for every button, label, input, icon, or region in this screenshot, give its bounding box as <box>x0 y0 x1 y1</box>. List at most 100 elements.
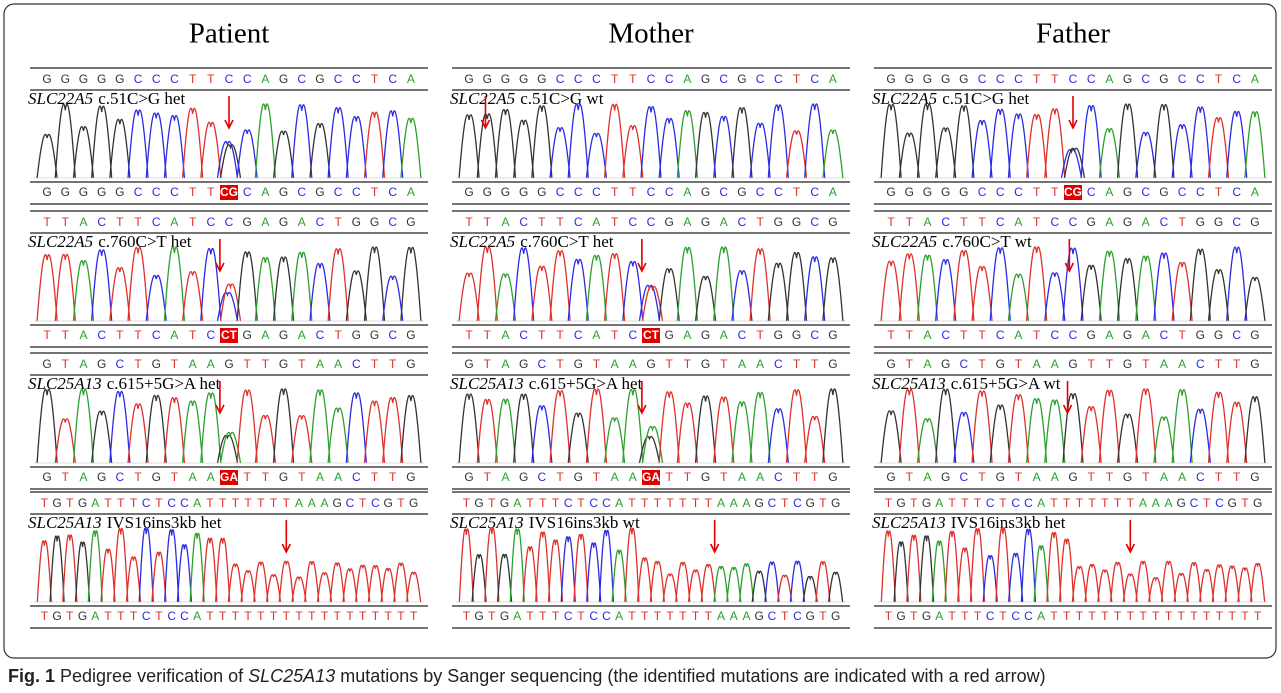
called-base: T <box>692 609 700 623</box>
called-base: T <box>1233 470 1241 484</box>
trace-peak <box>917 104 937 178</box>
reference-base: C <box>1069 215 1078 229</box>
trace-peak <box>714 397 734 463</box>
trace-peak <box>1034 546 1048 602</box>
called-base: G <box>501 185 510 199</box>
called-base: C <box>574 328 583 342</box>
reference-base: C <box>206 215 215 229</box>
trace-peak <box>532 406 552 463</box>
called-base: C <box>538 470 547 484</box>
called-base: G <box>474 609 483 623</box>
reference-base: C <box>738 215 747 229</box>
called-base: A <box>79 328 87 342</box>
reference-base: C <box>225 72 234 86</box>
called-base: A <box>1178 470 1186 484</box>
reference-base: G <box>1068 357 1077 371</box>
reference-base: A <box>207 357 215 371</box>
called-base: G <box>406 470 415 484</box>
called-base: T <box>334 328 342 342</box>
trace-peak <box>727 567 741 602</box>
trace-peak <box>328 108 348 178</box>
called-base: A <box>629 470 637 484</box>
trace-peak <box>894 542 908 602</box>
variant: IVS16ins3kb het <box>107 513 222 532</box>
called-base: G <box>61 185 70 199</box>
called-base: T <box>384 609 392 623</box>
called-base: G <box>1250 470 1259 484</box>
reference-base: T <box>116 215 124 229</box>
called-base: T <box>793 185 801 199</box>
called-base: C <box>941 328 950 342</box>
called-base: T <box>1241 609 1249 623</box>
called-base: T <box>666 609 674 623</box>
trace-peak <box>972 391 992 463</box>
trace-peak <box>803 576 817 602</box>
called-base: T <box>1203 609 1211 623</box>
trace-peak <box>381 568 395 602</box>
trace-peak <box>1154 105 1174 178</box>
reference-base: A <box>320 496 328 510</box>
called-base: C <box>1196 185 1205 199</box>
called-base: T <box>1178 328 1186 342</box>
called-base: T <box>611 328 619 342</box>
called-base: G <box>737 185 746 199</box>
called-base: T <box>552 609 560 623</box>
trace-peak <box>128 248 148 321</box>
variant-label: SLC25A13c.615+5G>A het <box>28 374 221 393</box>
trace-peak <box>472 555 486 602</box>
called-base: G <box>352 328 361 342</box>
called-base: G <box>1196 328 1205 342</box>
trace-peak <box>37 389 57 463</box>
trace-peak <box>917 419 937 463</box>
called-base: C <box>996 185 1005 199</box>
reference-base: T <box>793 357 801 371</box>
reference-base: A <box>261 72 269 86</box>
reference-base: T <box>679 496 687 510</box>
reference-base: A <box>316 357 324 371</box>
reference-base: C <box>1178 72 1187 86</box>
called-base: T <box>116 328 124 342</box>
reference-base: T <box>961 496 969 510</box>
reference-base: C <box>647 215 656 229</box>
called-base: A <box>207 470 215 484</box>
reference-base: T <box>978 357 986 371</box>
called-base: G <box>886 470 895 484</box>
trace-peak <box>1063 248 1083 321</box>
called-base: G <box>243 328 252 342</box>
reference-base: T <box>134 357 142 371</box>
reference-base: C <box>1014 72 1023 86</box>
reference-base: G <box>959 72 968 86</box>
trace-peak <box>1227 247 1247 321</box>
reference-base: G <box>665 215 674 229</box>
called-base: C <box>960 470 969 484</box>
variant: c.51C>G wt <box>520 89 604 108</box>
called-base: T <box>1215 470 1223 484</box>
trace-peak <box>732 271 752 321</box>
reference-base: C <box>1050 215 1059 229</box>
trace-peak <box>255 258 275 321</box>
reference-base: G <box>483 72 492 86</box>
trace-peak <box>676 562 690 602</box>
reference-base: G <box>923 72 932 86</box>
reference-base: T <box>999 496 1007 510</box>
reference-base: A <box>79 215 87 229</box>
called-base: G <box>42 470 51 484</box>
reference-base: T <box>819 496 827 510</box>
trace-peak <box>1245 397 1265 463</box>
reference-base: G <box>805 496 814 510</box>
trace-peak <box>805 104 825 178</box>
reference-base: T <box>484 357 492 371</box>
reference-base: G <box>1123 215 1132 229</box>
called-base: T <box>961 609 969 623</box>
trace-peak <box>768 263 788 321</box>
reference-base: T <box>244 357 252 371</box>
called-base: C <box>589 609 598 623</box>
trace-peak <box>1190 107 1210 178</box>
variant: IVS16ins3kb het <box>951 513 1066 532</box>
called-base: G <box>79 185 88 199</box>
trace-peak <box>1245 277 1265 321</box>
trace-peak <box>936 128 956 178</box>
gene-name: SLC25A13 <box>872 513 946 532</box>
trace-peak <box>292 252 312 321</box>
trace-peak <box>586 389 606 463</box>
